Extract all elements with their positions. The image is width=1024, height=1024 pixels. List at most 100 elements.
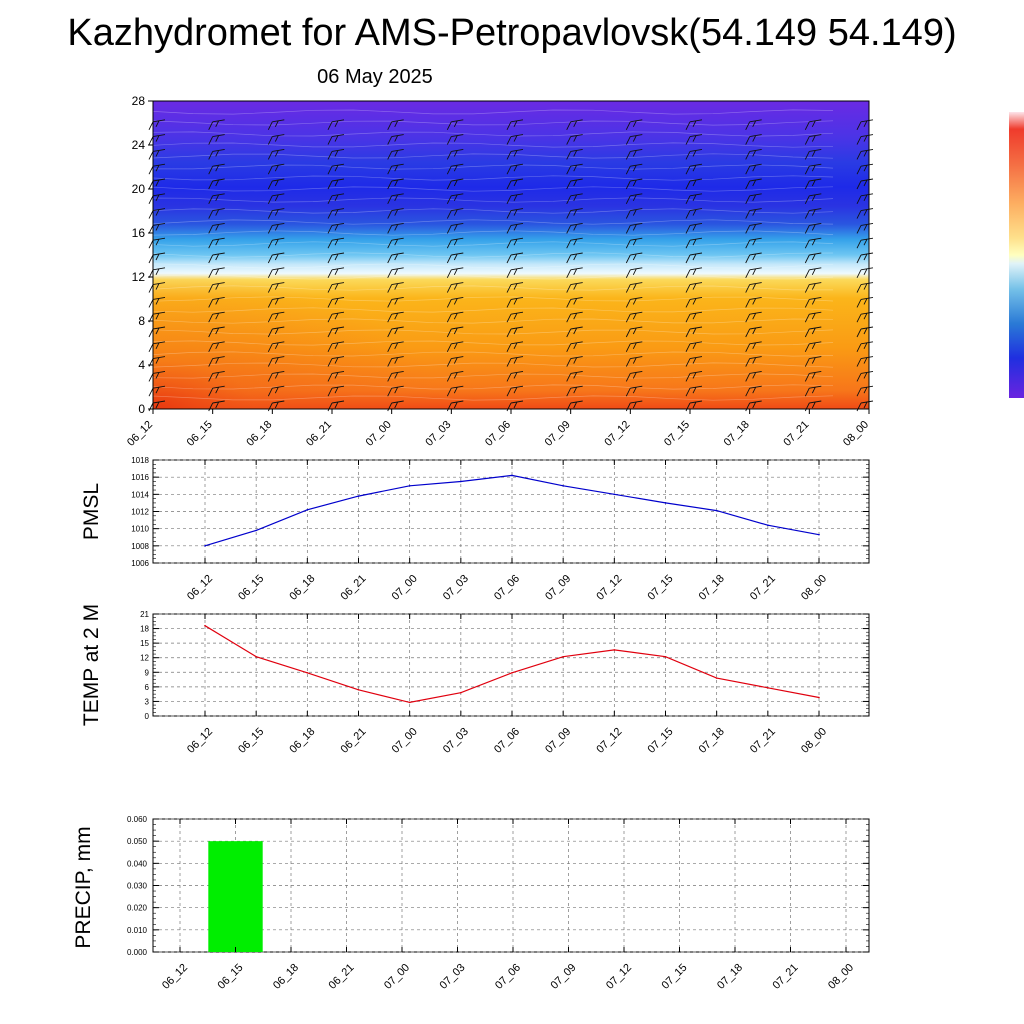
wind-barb — [804, 311, 822, 323]
wind-barb — [625, 237, 643, 249]
wind-barb — [208, 356, 225, 367]
wind-barb — [566, 282, 583, 293]
heatmap-contour — [152, 296, 834, 302]
heatmap-contour — [152, 164, 834, 170]
wind-barb — [685, 119, 703, 131]
wind-barb — [327, 237, 345, 249]
wind-barb — [267, 400, 285, 412]
wind-barb — [804, 208, 822, 219]
wind-barb — [745, 222, 762, 234]
heatmap-contour — [152, 263, 834, 269]
wind-barb — [856, 385, 874, 397]
wind-barb — [446, 385, 464, 397]
wind-barb — [327, 267, 345, 279]
wind-barb — [804, 385, 822, 397]
wind-barb — [387, 163, 404, 175]
wind-barb — [446, 252, 464, 264]
wind-barb — [625, 178, 643, 190]
wind-barb — [856, 193, 874, 205]
heatmap-xtick-label: 07_09 — [543, 419, 573, 449]
precip-xtick-label: 07_03 — [438, 962, 468, 992]
wind-barb — [148, 385, 166, 397]
wind-barb — [804, 178, 822, 190]
wind-barb — [148, 237, 166, 249]
wind-barb — [566, 356, 583, 367]
wind-barb — [745, 296, 762, 308]
heatmap-contour — [152, 274, 834, 280]
wind-barb — [685, 400, 703, 412]
precip-ytick-label: 0.050 — [127, 837, 148, 846]
wind-barb — [327, 282, 345, 293]
wind-barb — [148, 370, 166, 382]
wind-barb — [267, 356, 285, 367]
wind-barb — [685, 385, 703, 397]
pmsl-ylabel: PMSL — [80, 483, 103, 540]
wind-barb — [446, 237, 464, 249]
wind-barb — [446, 326, 464, 338]
wind-barb — [267, 326, 285, 338]
wind-barb — [745, 178, 762, 190]
wind-barb — [267, 193, 285, 205]
wind-barb — [856, 237, 874, 249]
wind-barb — [267, 178, 285, 190]
wind-barb — [446, 119, 464, 131]
wind-barb — [327, 148, 345, 160]
wind-barb — [208, 282, 225, 293]
pmsl-xtick-label: 08_00 — [799, 573, 829, 603]
colorbar-legend — [1009, 112, 1024, 398]
heatmap-ytick-label: 8 — [138, 314, 145, 328]
temp-point — [613, 649, 616, 651]
wind-barb — [685, 341, 703, 353]
wind-barb — [745, 237, 762, 249]
temp-point — [562, 655, 564, 658]
wind-barb — [208, 341, 225, 353]
wind-barb — [387, 385, 404, 397]
precip-ytick-label: 0.020 — [127, 904, 148, 913]
wind-barb — [804, 252, 822, 264]
pmsl-xtick-label: 06_15 — [236, 573, 266, 603]
heatmap-contour — [152, 197, 834, 203]
pmsl-point — [204, 545, 206, 547]
wind-barb — [856, 178, 874, 190]
wind-barb — [387, 282, 404, 293]
wind-barb — [148, 222, 166, 234]
heatmap-ytick-label: 20 — [132, 182, 146, 196]
pmsl-ytick-label: 1018 — [131, 456, 149, 465]
temp-xtick-label: 07_15 — [646, 726, 676, 756]
wind-barb — [327, 193, 345, 205]
wind-barb — [856, 163, 874, 175]
wind-barb — [506, 267, 524, 279]
heatmap-contour — [152, 307, 834, 313]
wind-barb — [745, 193, 762, 205]
pmsl-point — [255, 529, 257, 532]
wind-barb — [327, 178, 345, 190]
heatmap-xtick-label: 07_12 — [602, 419, 632, 449]
temp-ytick-label: 21 — [140, 610, 149, 619]
wind-barb — [446, 134, 464, 145]
temp-xtick-label: 07_12 — [594, 726, 624, 756]
wind-barb — [446, 222, 464, 234]
pmsl-xtick-label: 07_00 — [390, 573, 420, 603]
wind-barb — [856, 267, 874, 279]
wind-barb — [267, 267, 285, 279]
wind-barb — [267, 370, 285, 382]
pmsl-point — [613, 493, 616, 496]
heatmap-xtick-label: 07_15 — [662, 419, 692, 449]
heatmap-xtick-label: 07_21 — [781, 419, 811, 449]
wind-barb — [856, 252, 874, 264]
wind-barb — [506, 326, 524, 338]
wind-barb — [387, 311, 404, 323]
pmsl-xtick-label: 06_18 — [287, 573, 317, 603]
pmsl-xtick-label: 07_15 — [646, 573, 676, 603]
heatmap-contour — [152, 329, 834, 335]
wind-barb — [625, 193, 643, 205]
precip-xtick-label: 06_21 — [327, 962, 357, 992]
wind-barb — [148, 341, 166, 353]
wind-barb — [267, 163, 285, 175]
wind-barb — [506, 193, 524, 205]
wind-barb — [566, 222, 583, 234]
pmsl-point — [562, 484, 564, 487]
wind-barb — [327, 356, 345, 367]
wind-barb — [446, 178, 464, 190]
heatmap-xtick-label: 06_15 — [185, 419, 215, 449]
